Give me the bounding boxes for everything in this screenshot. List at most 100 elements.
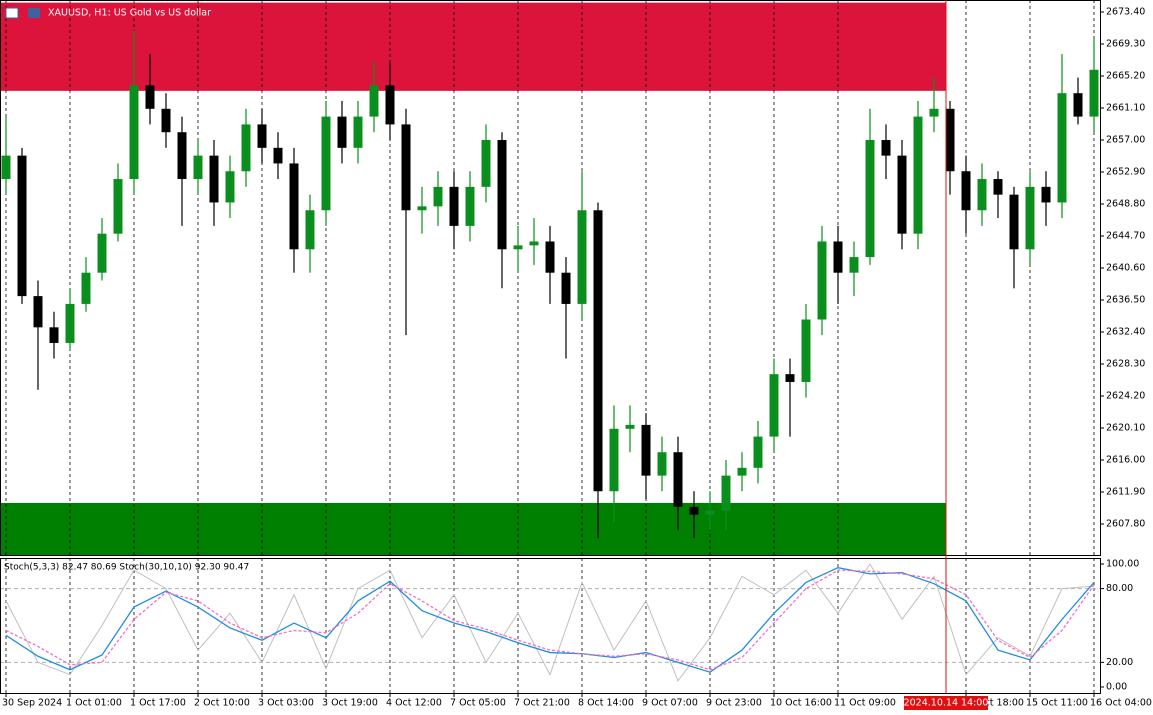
y-tick-label: 2669.30	[1106, 39, 1145, 50]
candle-body	[481, 140, 491, 187]
x-tick-label: 11 Oct 09:00	[834, 698, 896, 709]
candle-body	[849, 257, 859, 273]
candle-body	[641, 424, 651, 476]
menu-icon[interactable]	[5, 7, 19, 19]
y2-tick-label: 20.00	[1106, 657, 1133, 668]
candle-body	[881, 140, 891, 156]
y-tick-label: 2620.10	[1106, 423, 1145, 434]
candle-body	[1057, 93, 1067, 203]
candle-body	[417, 206, 427, 211]
stoch-line	[5, 567, 1095, 673]
candle-body	[465, 186, 475, 226]
candle-body	[1073, 93, 1083, 117]
candle-body	[929, 108, 939, 117]
candle-body	[561, 272, 571, 304]
candle-body	[609, 428, 619, 492]
candle-body	[33, 296, 43, 328]
y-tick-label: 2636.50	[1106, 295, 1145, 306]
candle-body	[321, 116, 331, 211]
stoch-line	[5, 563, 1095, 682]
candle-body	[1089, 69, 1099, 117]
x-tick-label: 16 Oct 04:00	[1090, 698, 1152, 709]
candle-body	[225, 171, 235, 203]
candle-body	[529, 241, 539, 246]
y2-tick-label: 0.00	[1106, 681, 1127, 692]
y-tick-label: 2644.70	[1106, 231, 1145, 242]
y-tick-label: 2661.10	[1106, 103, 1145, 114]
x-tick-label: 10 Oct 16:00	[770, 698, 832, 709]
candle-body	[897, 155, 907, 234]
candle-body	[145, 85, 155, 109]
candle-body	[945, 108, 955, 172]
candle-body	[337, 116, 347, 148]
candle-body	[593, 210, 603, 492]
x-tick-label: 30 Sep 2024	[2, 698, 62, 709]
main-frame	[0, 0, 1101, 556]
price-zone	[0, 502, 946, 555]
candle-body	[1009, 194, 1019, 250]
candle-body	[801, 319, 811, 382]
candle-body	[401, 124, 411, 211]
candle-body	[289, 163, 299, 250]
indicator-frame	[0, 558, 1101, 694]
candle-body	[449, 186, 459, 226]
candle-body	[785, 374, 795, 382]
candle-body	[913, 116, 923, 234]
candle-body	[705, 510, 715, 515]
x-tick-label: 2 Oct 10:00	[194, 698, 250, 709]
candle-body	[1041, 186, 1051, 203]
candle-body	[97, 233, 107, 273]
candle-body	[625, 424, 635, 429]
price-zone	[0, 2, 946, 91]
y-tick-label: 2652.90	[1106, 167, 1145, 178]
grid	[0, 0, 1100, 693]
time-marker-label: 2024.10.14 14:00	[904, 698, 989, 709]
x-tick-label: 1 Oct 01:00	[66, 698, 122, 709]
candle-body	[977, 179, 987, 211]
chart-icon[interactable]	[28, 8, 40, 18]
indicator-title: Stoch(5,3,3) 82.47 80.69 Stoch(30,10,10)…	[4, 563, 249, 573]
x-tick-label: 9 Oct 07:00	[642, 698, 698, 709]
candle-body	[545, 241, 555, 273]
time-marker-bg	[904, 696, 988, 710]
y2-tick-label: 100.00	[1106, 559, 1139, 570]
stoch-line	[5, 569, 1095, 671]
candle-body	[753, 436, 763, 468]
zones	[0, 2, 946, 555]
candle-body	[385, 85, 395, 125]
candle-body	[721, 475, 731, 511]
candle-body	[369, 85, 379, 117]
candle-body	[113, 179, 123, 234]
x-tick-label: 7 Oct 21:00	[514, 698, 570, 709]
candle-body	[161, 108, 171, 133]
candle-body	[209, 155, 219, 203]
y-tick-label: 2673.40	[1106, 7, 1145, 18]
x-tick-label: 1 Oct 17:00	[130, 698, 186, 709]
marks	[1, 30, 1099, 682]
candle-body	[817, 241, 827, 320]
candle-body	[177, 132, 187, 180]
candle-body	[17, 155, 27, 297]
candle-body	[273, 147, 283, 164]
candle-body	[961, 171, 971, 211]
candle-body	[689, 506, 699, 515]
y-tick-label: 2624.20	[1106, 391, 1145, 402]
candle-body	[129, 85, 139, 180]
y2-tick-label: 80.00	[1106, 583, 1133, 594]
y-tick-label: 2648.80	[1106, 199, 1145, 210]
candle-body	[865, 140, 875, 258]
y-tick-label: 2640.60	[1106, 263, 1145, 274]
candle-body	[657, 452, 667, 476]
x-tick-label: 8 Oct 14:00	[578, 698, 634, 709]
candle-body	[353, 116, 363, 148]
x-tick-label: 14 Oct 18:00	[962, 698, 1024, 709]
x-tick-label: 4 Oct 12:00	[386, 698, 442, 709]
y-tick-label: 2628.30	[1106, 359, 1145, 370]
candle-body	[1025, 186, 1035, 250]
candle-body	[65, 303, 75, 343]
x-tick-label: 3 Oct 19:00	[322, 698, 378, 709]
y-tick-label: 2616.00	[1106, 455, 1145, 466]
candle-body	[833, 241, 843, 273]
